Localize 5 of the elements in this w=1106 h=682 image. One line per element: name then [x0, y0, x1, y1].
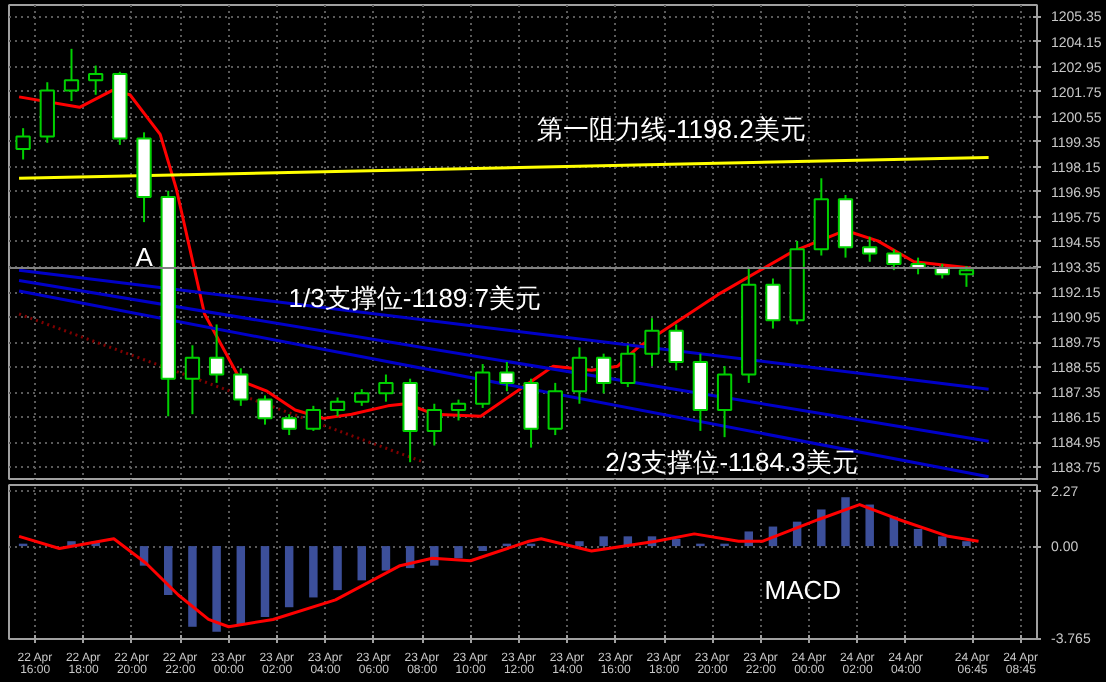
annotation: A — [135, 242, 154, 273]
annotation: 1/3支撑位-1189.7美元 — [288, 282, 542, 313]
annotation: 第一阻力线-1198.2美元 — [537, 113, 806, 144]
annotation: MACD — [764, 574, 842, 605]
annotation: 2/3支撑位-1184.3美元 — [605, 446, 858, 477]
